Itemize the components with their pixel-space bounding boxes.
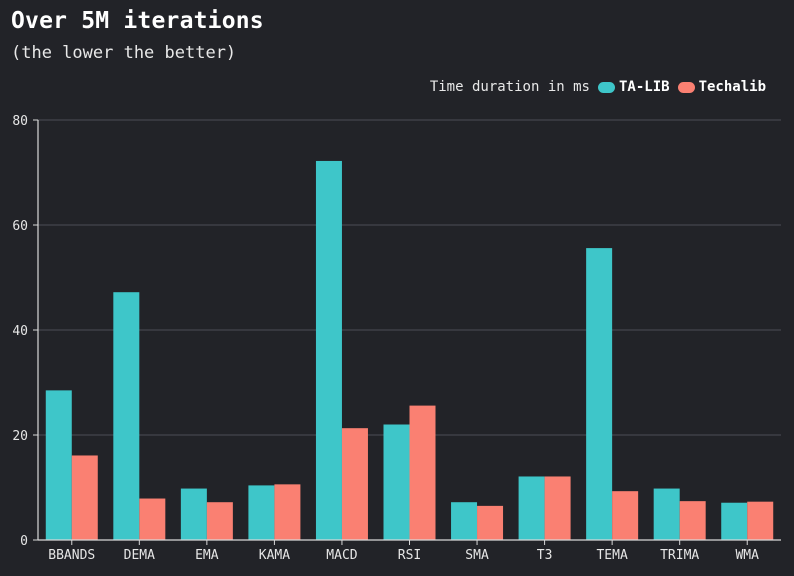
- bar-ta-lib-trima: [653, 488, 680, 540]
- bar-techalib-kama: [274, 484, 301, 540]
- bar-techalib-ema: [206, 502, 233, 540]
- bar-techalib-wma: [747, 501, 774, 540]
- chart-subtitle: (the lower the better): [11, 43, 237, 63]
- x-tick-label: T3: [537, 548, 553, 563]
- legend-item-techalib[interactable]: Techalib: [676, 79, 766, 95]
- bar-techalib-sma: [477, 505, 504, 540]
- chart-title: Over 5M iterations: [11, 8, 264, 34]
- legend-title: Time duration in ms: [429, 79, 590, 95]
- x-tick-label: TEMA: [596, 548, 627, 563]
- bar-ta-lib-wma: [721, 502, 748, 540]
- y-tick-label: 0: [20, 534, 28, 549]
- x-tick-label: KAMA: [259, 548, 290, 563]
- bar-ta-lib-sma: [451, 502, 478, 540]
- bar-ta-lib-dema: [113, 292, 140, 540]
- x-tick-label: WMA: [735, 548, 759, 563]
- bar-ta-lib-t3: [518, 476, 545, 540]
- bar-techalib-rsi: [409, 405, 436, 540]
- legend-swatch-techalib: [677, 81, 695, 93]
- chart-legend: Time duration in ms TA-LIB Techalib: [430, 79, 766, 95]
- bar-ta-lib-bbands: [45, 390, 72, 540]
- x-tick-label: RSI: [398, 548, 421, 563]
- y-tick-label: 20: [12, 429, 28, 444]
- bar-techalib-tema: [612, 491, 639, 540]
- bar-techalib-t3: [544, 476, 571, 540]
- y-tick-label: 80: [12, 114, 28, 129]
- bar-ta-lib-tema: [586, 248, 613, 540]
- bar-techalib-trima: [679, 501, 706, 540]
- legend-label-ta-lib: TA-LIB: [618, 79, 670, 95]
- x-tick-label: TRIMA: [660, 548, 699, 563]
- bar-ta-lib-macd: [315, 160, 342, 540]
- x-tick-label: EMA: [195, 548, 219, 563]
- bar-ta-lib-ema: [180, 488, 207, 540]
- y-tick-label: 60: [12, 219, 28, 234]
- bar-techalib-macd: [341, 428, 368, 540]
- x-tick-label: DEMA: [124, 548, 155, 563]
- legend-swatch-ta-lib: [597, 81, 615, 93]
- x-tick-label: SMA: [465, 548, 489, 563]
- bar-techalib-bbands: [71, 455, 98, 540]
- x-tick-label: BBANDS: [48, 548, 95, 563]
- legend-label-techalib: Techalib: [698, 79, 766, 95]
- bar-techalib-dema: [139, 498, 166, 540]
- x-tick-label: MACD: [326, 548, 357, 563]
- y-tick-label: 40: [12, 324, 28, 339]
- legend-item-ta-lib[interactable]: TA-LIB: [596, 79, 670, 95]
- bar-ta-lib-kama: [248, 485, 275, 540]
- bar-ta-lib-rsi: [383, 424, 410, 540]
